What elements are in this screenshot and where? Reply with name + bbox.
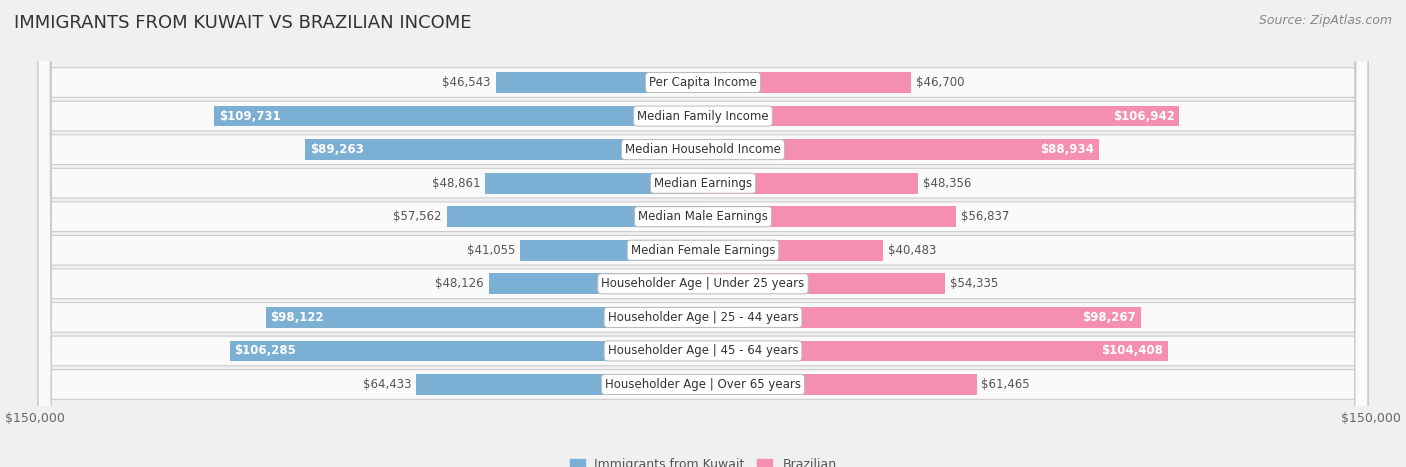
Bar xyxy=(703,106,1180,127)
Text: $104,408: $104,408 xyxy=(1101,345,1163,357)
Text: IMMIGRANTS FROM KUWAIT VS BRAZILIAN INCOME: IMMIGRANTS FROM KUWAIT VS BRAZILIAN INCO… xyxy=(14,14,471,32)
Text: $89,263: $89,263 xyxy=(311,143,364,156)
Bar xyxy=(266,307,703,328)
Text: $56,837: $56,837 xyxy=(960,210,1010,223)
Text: Median Family Income: Median Family Income xyxy=(637,110,769,122)
Bar xyxy=(447,206,703,227)
Bar xyxy=(416,374,703,395)
Text: $54,335: $54,335 xyxy=(949,277,998,290)
Text: $88,934: $88,934 xyxy=(1040,143,1094,156)
Text: $106,285: $106,285 xyxy=(235,345,297,357)
Bar xyxy=(214,106,703,127)
Text: $48,861: $48,861 xyxy=(432,177,481,190)
Text: $98,267: $98,267 xyxy=(1083,311,1136,324)
FancyBboxPatch shape xyxy=(38,0,1368,467)
Bar xyxy=(305,139,703,160)
Text: $98,122: $98,122 xyxy=(270,311,325,324)
Bar xyxy=(520,240,703,261)
Text: Per Capita Income: Per Capita Income xyxy=(650,76,756,89)
Bar xyxy=(703,240,883,261)
Text: $109,731: $109,731 xyxy=(219,110,280,122)
Bar xyxy=(496,72,703,93)
Text: $48,126: $48,126 xyxy=(436,277,484,290)
Text: Median Male Earnings: Median Male Earnings xyxy=(638,210,768,223)
Text: Householder Age | Under 25 years: Householder Age | Under 25 years xyxy=(602,277,804,290)
FancyBboxPatch shape xyxy=(38,0,1368,467)
Bar xyxy=(703,139,1099,160)
Bar xyxy=(703,273,945,294)
Bar xyxy=(485,173,703,194)
Text: $106,942: $106,942 xyxy=(1112,110,1174,122)
Legend: Immigrants from Kuwait, Brazilian: Immigrants from Kuwait, Brazilian xyxy=(564,453,842,467)
Text: $46,543: $46,543 xyxy=(443,76,491,89)
Bar xyxy=(703,206,956,227)
Text: $48,356: $48,356 xyxy=(924,177,972,190)
Text: Householder Age | 25 - 44 years: Householder Age | 25 - 44 years xyxy=(607,311,799,324)
Text: Median Household Income: Median Household Income xyxy=(626,143,780,156)
FancyBboxPatch shape xyxy=(38,0,1368,467)
FancyBboxPatch shape xyxy=(38,0,1368,467)
Text: $57,562: $57,562 xyxy=(394,210,441,223)
Text: Source: ZipAtlas.com: Source: ZipAtlas.com xyxy=(1258,14,1392,27)
Bar xyxy=(229,340,703,361)
Text: $41,055: $41,055 xyxy=(467,244,516,257)
Text: $61,465: $61,465 xyxy=(981,378,1031,391)
Text: $64,433: $64,433 xyxy=(363,378,412,391)
Text: Median Female Earnings: Median Female Earnings xyxy=(631,244,775,257)
FancyBboxPatch shape xyxy=(38,0,1368,467)
FancyBboxPatch shape xyxy=(38,0,1368,467)
Text: Median Earnings: Median Earnings xyxy=(654,177,752,190)
Text: Householder Age | Over 65 years: Householder Age | Over 65 years xyxy=(605,378,801,391)
Bar xyxy=(703,374,977,395)
Text: Householder Age | 45 - 64 years: Householder Age | 45 - 64 years xyxy=(607,345,799,357)
FancyBboxPatch shape xyxy=(38,0,1368,467)
FancyBboxPatch shape xyxy=(38,0,1368,467)
Text: $46,700: $46,700 xyxy=(915,76,965,89)
Bar xyxy=(703,72,911,93)
Bar xyxy=(703,340,1168,361)
FancyBboxPatch shape xyxy=(38,0,1368,467)
Bar xyxy=(489,273,703,294)
Bar xyxy=(703,173,918,194)
Text: $40,483: $40,483 xyxy=(889,244,936,257)
Bar xyxy=(703,307,1140,328)
FancyBboxPatch shape xyxy=(38,0,1368,467)
